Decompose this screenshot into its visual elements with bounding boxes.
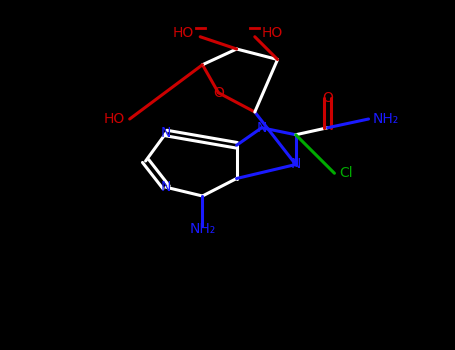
Text: NH₂: NH₂ bbox=[189, 222, 216, 236]
Text: NH₂: NH₂ bbox=[373, 112, 399, 126]
Text: N: N bbox=[161, 126, 171, 140]
Text: O: O bbox=[322, 91, 333, 105]
Text: Cl: Cl bbox=[339, 166, 353, 180]
Text: O: O bbox=[213, 86, 224, 100]
Text: HO: HO bbox=[104, 112, 125, 126]
Text: N: N bbox=[291, 158, 301, 172]
Text: HO: HO bbox=[172, 26, 193, 40]
Text: N: N bbox=[161, 180, 171, 194]
Text: N: N bbox=[257, 121, 267, 135]
Text: HO: HO bbox=[262, 26, 283, 40]
